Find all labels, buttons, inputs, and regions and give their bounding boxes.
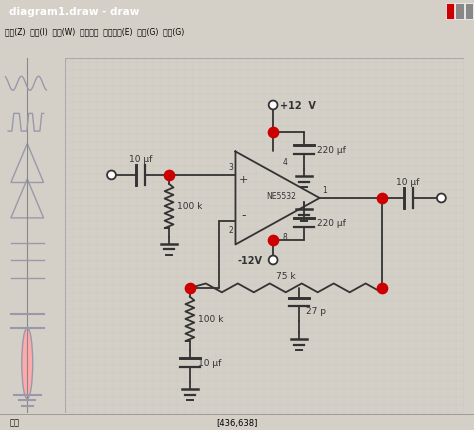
Text: 10 μf: 10 μf	[396, 177, 420, 186]
Circle shape	[107, 171, 116, 180]
Text: 1: 1	[322, 185, 327, 194]
Text: NE5532: NE5532	[266, 192, 296, 201]
Text: 100 k: 100 k	[198, 315, 223, 324]
Text: +12  V: +12 V	[280, 101, 316, 111]
Text: 100 k: 100 k	[177, 202, 202, 211]
Text: -12V: -12V	[237, 255, 262, 265]
Text: 3: 3	[228, 163, 233, 172]
Text: [436,638]: [436,638]	[216, 418, 258, 427]
Circle shape	[437, 194, 446, 203]
Text: 220 μf: 220 μf	[317, 218, 346, 227]
Text: 75 k: 75 k	[276, 271, 296, 280]
Text: 文件(Z)  编辑(I)  查看(W)  绘图元器  属性设置(E)  操作(G)  帮助(G): 文件(Z) 编辑(I) 查看(W) 绘图元器 属性设置(E) 操作(G) 帮助(…	[5, 28, 184, 37]
Circle shape	[269, 256, 278, 265]
Point	[269, 129, 277, 136]
Point	[378, 285, 385, 292]
Text: 10 μf: 10 μf	[128, 154, 152, 163]
Text: 27 p: 27 p	[306, 306, 326, 315]
Point	[378, 195, 385, 202]
Bar	[465, 3, 473, 20]
Circle shape	[22, 328, 33, 399]
Bar	[446, 3, 454, 20]
Point	[269, 237, 277, 244]
Text: 就绪: 就绪	[9, 418, 19, 427]
Text: 220 μf: 220 μf	[317, 145, 346, 154]
Point	[186, 285, 194, 292]
Text: 10 μf: 10 μf	[198, 358, 221, 367]
Point	[165, 172, 173, 179]
Text: 2: 2	[228, 225, 233, 234]
Text: -: -	[241, 209, 246, 222]
Text: diagram1.draw - draw: diagram1.draw - draw	[9, 7, 140, 17]
Text: 8: 8	[283, 232, 288, 241]
Text: +: +	[239, 175, 248, 185]
Bar	[455, 3, 464, 20]
Text: 4: 4	[283, 157, 288, 166]
Circle shape	[269, 101, 278, 110]
